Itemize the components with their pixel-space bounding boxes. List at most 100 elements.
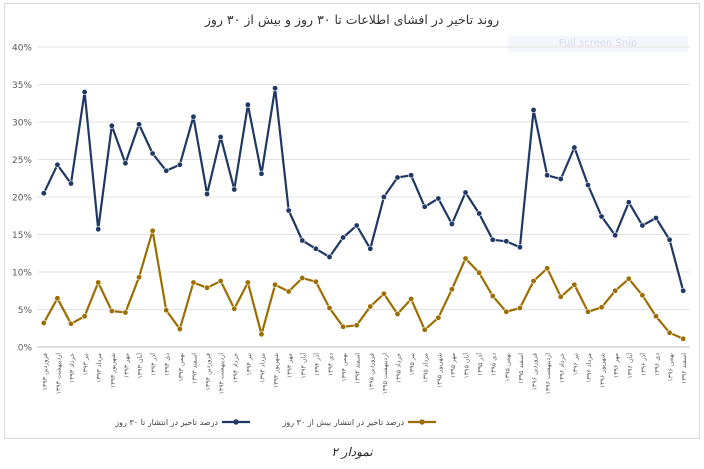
x-tick-label: فروردین ۱۳۹۴ xyxy=(205,353,212,390)
data-point-series-1 xyxy=(299,237,306,244)
x-tick-label: اردیبهشت ۱۳۹۶ xyxy=(545,353,552,395)
x-tick-label: مرداد ۱۳۹۵ xyxy=(423,353,430,383)
data-point-series-2 xyxy=(680,335,687,342)
x-tick-label: مرداد ۱۳۹۳ xyxy=(96,353,103,383)
x-tick-label: آبان ۱۳۹۴ xyxy=(298,353,307,379)
data-point-series-2 xyxy=(204,284,211,291)
x-tick-label: شهریور ۱۳۹۵ xyxy=(436,353,443,388)
data-point-series-2 xyxy=(367,303,374,310)
data-point-series-2 xyxy=(217,277,224,284)
legend-label-1: درصد تاخیر در انتشار تا ۳۰ روز xyxy=(114,418,218,427)
x-tick-label: آذر ۱۳۹۵ xyxy=(475,353,484,376)
data-point-series-1 xyxy=(394,174,401,181)
x-tick-label: آبان ۱۳۹۶ xyxy=(625,353,634,379)
data-point-series-1 xyxy=(516,244,523,251)
x-tick-label: شهریور ۱۳۹۶ xyxy=(600,353,607,388)
data-point-series-1 xyxy=(666,236,673,243)
x-tick-label: اسفند ۱۳۹۵ xyxy=(518,353,525,384)
data-point-series-1 xyxy=(680,287,687,294)
legend-marker-1 xyxy=(233,419,239,425)
x-tick-label: اسفند ۱۳۹۳ xyxy=(191,353,198,384)
data-point-series-1 xyxy=(95,226,102,233)
data-point-series-2 xyxy=(421,326,428,333)
data-point-series-2 xyxy=(272,281,279,288)
data-point-series-1 xyxy=(68,180,75,187)
data-point-series-1 xyxy=(584,182,591,189)
data-point-series-1 xyxy=(149,150,156,157)
data-point-series-1 xyxy=(639,222,646,229)
data-point-series-2 xyxy=(598,304,605,311)
data-point-series-2 xyxy=(462,255,469,262)
data-point-series-1 xyxy=(40,190,47,197)
data-point-series-2 xyxy=(380,290,387,297)
x-tick-label: فروردین ۱۳۹۳ xyxy=(42,353,49,390)
data-point-series-2 xyxy=(476,269,483,276)
data-point-series-2 xyxy=(625,275,632,282)
data-point-series-1 xyxy=(476,210,483,217)
y-tick-label: 40% xyxy=(12,44,32,54)
data-point-series-2 xyxy=(584,308,591,315)
series-line-1 xyxy=(42,87,685,292)
data-point-series-1 xyxy=(598,213,605,220)
data-point-series-2 xyxy=(666,329,673,336)
x-tick-label: تیر ۱۳۹۳ xyxy=(83,353,90,376)
data-point-series-2 xyxy=(81,313,88,320)
x-tick-label: آبان ۱۳۹۳ xyxy=(135,353,144,379)
data-point-series-1 xyxy=(489,236,496,243)
data-point-series-2 xyxy=(408,295,415,302)
data-point-series-1 xyxy=(190,113,197,120)
data-point-series-1 xyxy=(544,172,551,179)
data-point-series-1 xyxy=(217,134,224,141)
data-point-series-1 xyxy=(340,234,347,241)
screen-snip-overlay: Full screen Snip xyxy=(508,36,688,52)
line-chart: روند تاخیر در افشای اطلاعات تا ۳۰ روز و … xyxy=(12,12,690,427)
x-tick-label: بهمن ۱۳۹۵ xyxy=(504,353,511,382)
data-point-series-1 xyxy=(652,215,659,222)
data-point-series-2 xyxy=(244,279,251,286)
data-point-series-1 xyxy=(312,245,319,252)
y-tick-label: 15% xyxy=(12,231,32,241)
data-point-series-2 xyxy=(149,227,156,234)
x-tick-label: دی ۱۳۹۳ xyxy=(164,353,171,376)
x-tick-label: اردیبهشت ۱۳۹۳ xyxy=(55,353,62,395)
data-point-series-1 xyxy=(258,170,265,177)
data-point-series-2 xyxy=(122,309,129,316)
data-point-series-1 xyxy=(421,203,428,210)
data-point-series-2 xyxy=(435,314,442,321)
x-tick-label: اردیبهشت ۱۳۹۴ xyxy=(219,353,226,395)
data-point-series-2 xyxy=(448,286,455,293)
data-point-series-2 xyxy=(95,279,102,286)
x-tick-label: خرداد ۱۳۹۵ xyxy=(396,353,403,383)
data-point-series-1 xyxy=(326,254,333,261)
x-tick-label: آذر ۱۳۹۴ xyxy=(312,353,321,376)
x-tick-label: مرداد ۱۳۹۴ xyxy=(259,353,266,383)
data-point-series-1 xyxy=(448,221,455,228)
data-point-series-2 xyxy=(489,292,496,299)
y-tick-label: 20% xyxy=(12,194,32,204)
data-point-series-1 xyxy=(244,101,251,108)
x-tick-label: خرداد ۱۳۹۶ xyxy=(559,353,566,383)
data-point-series-2 xyxy=(340,323,347,330)
x-tick-label: تیر ۱۳۹۵ xyxy=(409,353,416,376)
data-point-series-2 xyxy=(544,265,551,272)
data-point-series-1 xyxy=(380,194,387,201)
x-tick-label: آبان ۱۳۹۵ xyxy=(462,353,471,379)
data-point-series-2 xyxy=(108,307,115,314)
data-point-series-1 xyxy=(571,144,578,151)
y-tick-label: 25% xyxy=(12,156,32,166)
x-tick-label: خرداد ۱۳۹۳ xyxy=(69,353,76,383)
x-tick-label: اردیبهشت ۱۳۹۵ xyxy=(382,353,389,395)
data-point-series-2 xyxy=(176,325,183,332)
data-point-series-2 xyxy=(258,331,265,338)
data-point-series-1 xyxy=(81,89,88,96)
series-line-2 xyxy=(42,229,684,340)
data-point-series-2 xyxy=(652,313,659,320)
data-point-series-1 xyxy=(408,172,415,179)
data-point-series-1 xyxy=(625,199,632,206)
x-tick-label: مهر ۱۳۹۶ xyxy=(613,353,620,378)
data-point-series-1 xyxy=(530,107,537,114)
data-point-series-2 xyxy=(516,304,523,311)
data-point-series-1 xyxy=(231,186,238,193)
x-tick-label: خرداد ۱۳۹۴ xyxy=(232,353,239,383)
y-tick-label: 10% xyxy=(12,269,32,279)
